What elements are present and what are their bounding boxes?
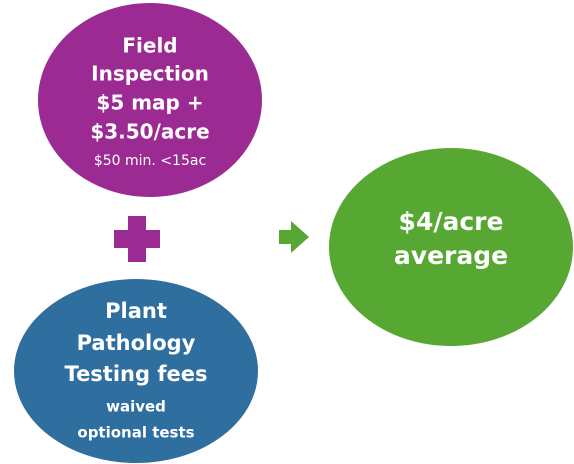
plus-icon <box>114 216 160 262</box>
node-note: waived <box>106 398 166 416</box>
node-text: Plant <box>105 299 167 323</box>
node-text: Testing fees <box>65 362 208 386</box>
node-text: Field <box>122 34 177 58</box>
result-node <box>329 148 573 346</box>
node-text: $3.50/acre <box>90 120 209 144</box>
node-note: $50 min. <15ac <box>94 153 206 169</box>
node-text: average <box>394 241 508 270</box>
arrow-icon <box>279 221 309 253</box>
node-note: optional tests <box>77 424 194 442</box>
pathology-node <box>14 279 258 463</box>
node-text: Inspection <box>91 62 209 86</box>
node-text: Pathology <box>77 331 196 355</box>
node-text: $5 map + <box>96 91 203 115</box>
inspection-node <box>38 3 262 197</box>
node-text: $4/acre <box>399 207 504 236</box>
